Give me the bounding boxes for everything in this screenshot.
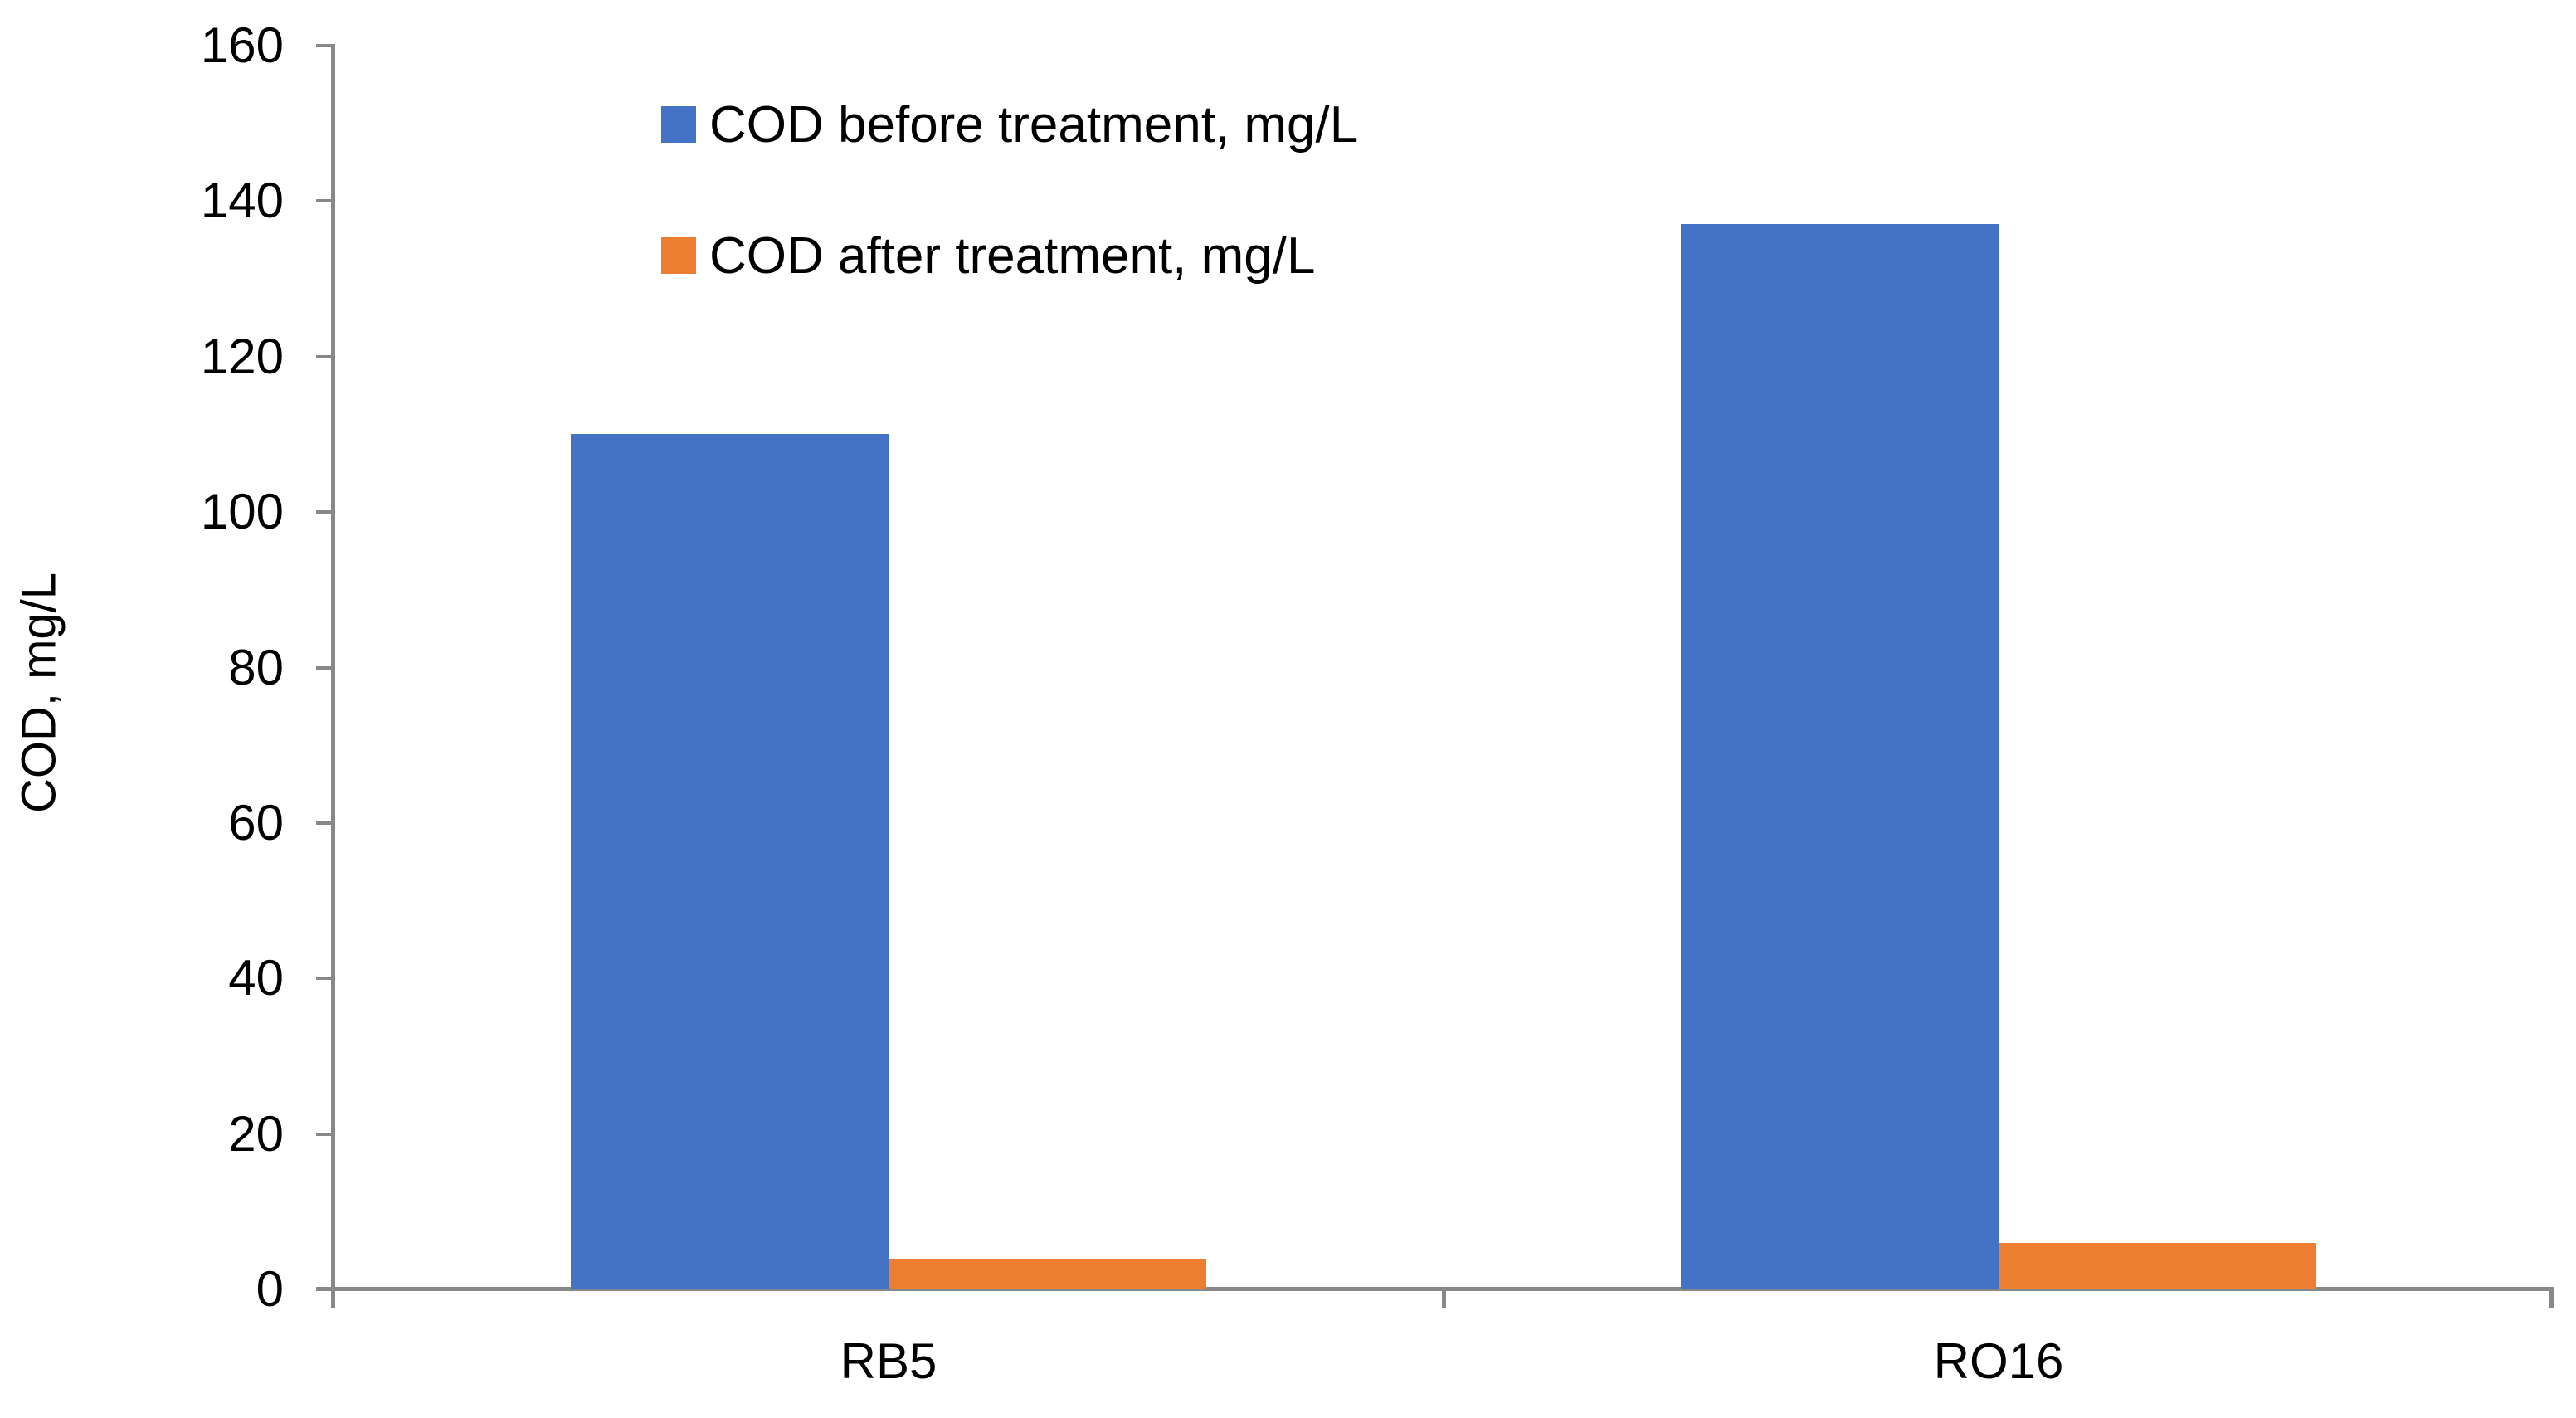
y-tick-mark-100 [316,510,334,514]
y-tick-mark-140 [316,199,334,203]
y-tick-label-120: 120 [200,328,284,384]
legend-item-after: COD after treatment, mg/L [661,227,1315,285]
legend-item-before: COD before treatment, mg/L [661,95,1358,153]
legend-label-after: COD after treatment, mg/L [709,227,1316,285]
legend-label-before: COD before treatment, mg/L [709,95,1359,153]
y-tick-mark-160 [316,44,334,47]
x-tick-mark-1 [2549,1291,2554,1308]
y-tick-label-80: 80 [228,639,284,695]
x-category-label-rb5: RB5 [840,1333,937,1389]
bar-ro16-before [1681,224,1999,1289]
y-axis-title: COD, mg/L [12,572,66,814]
y-tick-label-0: 0 [256,1261,284,1317]
x-category-label-ro16: RO16 [1933,1333,2064,1389]
bar-rb5-before [571,434,889,1289]
y-axis-line [331,44,335,1308]
y-tick-mark-40 [316,977,334,981]
y-tick-mark-80 [316,665,334,670]
y-tick-mark-20 [316,1132,334,1136]
y-tick-mark-0 [316,1288,334,1291]
x-axis-line [316,1287,2554,1291]
bar-ro16-after [1999,1242,2316,1289]
legend-swatch-after-icon [661,237,696,274]
x-tick-mark-0 [1442,1291,1446,1308]
bar-rb5-after [889,1258,1206,1289]
y-tick-label-40: 40 [228,950,284,1006]
y-tick-mark-60 [316,821,334,825]
y-tick-label-20: 20 [228,1105,284,1162]
y-tick-label-60: 60 [228,794,284,850]
y-tick-label-140: 140 [200,173,284,229]
y-tick-label-160: 160 [200,17,284,73]
legend-swatch-before-icon [661,106,696,143]
y-tick-mark-120 [316,354,334,358]
y-tick-label-100: 100 [200,484,284,540]
